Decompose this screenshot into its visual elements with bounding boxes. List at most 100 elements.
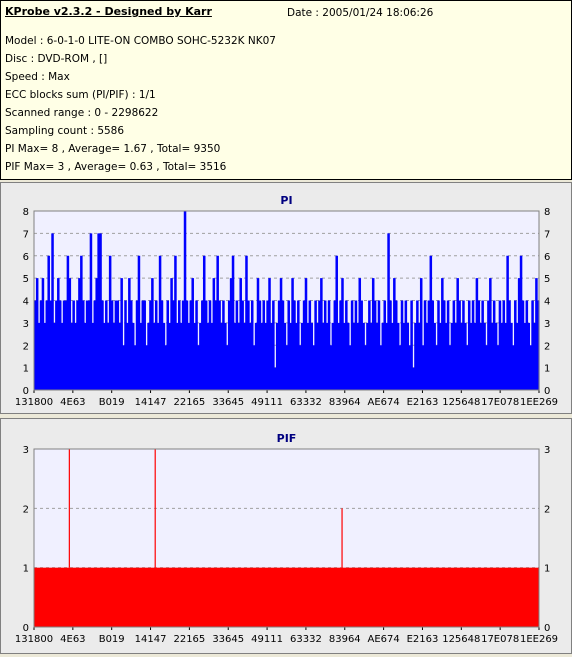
- pi-y-tick-left: 2: [23, 341, 29, 352]
- info-ecc: ECC blocks sum (PI/PIF) : 1/1: [5, 89, 156, 101]
- pif-x-tick-label: 4E63: [60, 634, 85, 645]
- pi-bar: [114, 300, 118, 390]
- pi-bar: [216, 255, 219, 390]
- pi-bar: [373, 300, 377, 390]
- pif-x-tick-label: AE674: [367, 634, 399, 645]
- pi-y-tick-left: 8: [23, 207, 29, 218]
- pi-bar: [199, 322, 202, 390]
- pi-bar: [210, 322, 214, 390]
- pi-x-tick-label: 83964: [329, 397, 361, 408]
- pi-bar: [249, 322, 252, 390]
- pi-bar: [41, 278, 45, 390]
- pi-title: PI: [280, 194, 292, 207]
- pi-bar: [89, 233, 93, 390]
- pi-bar: [327, 300, 331, 390]
- pi-y-tick-right: 0: [544, 386, 550, 397]
- pi-bar: [135, 300, 139, 390]
- pi-bar: [274, 367, 277, 390]
- info-sampling: Sampling count : 5586: [5, 125, 125, 137]
- pi-bar: [156, 322, 160, 390]
- pi-bar: [105, 300, 108, 390]
- pi-y-tick-right: 2: [544, 341, 550, 352]
- pi-bar: [60, 322, 64, 390]
- pi-bar: [45, 300, 49, 390]
- pi-bar: [320, 278, 323, 390]
- pi-bar: [479, 322, 482, 390]
- pi-bar: [398, 345, 402, 390]
- pi-bar: [126, 322, 129, 390]
- pi-bar: [264, 322, 267, 390]
- pi-bar: [464, 322, 467, 390]
- pi-bar: [485, 345, 488, 390]
- pi-bar: [262, 300, 266, 390]
- pif-x-tick-label: 1EE269: [520, 634, 558, 645]
- pi-bar: [314, 300, 317, 390]
- pif-y-tick-left: 3: [23, 445, 29, 456]
- pi-chart-panel: PI 0 0 1 1 2 2 3 3 4 4 5 5 6 6 7 7 8 8 131800 4E63 B019 14147 2…: [0, 182, 572, 414]
- pi-bar: [47, 255, 50, 390]
- pi-bar: [400, 300, 404, 390]
- pi-bar: [341, 278, 344, 390]
- pi-bar: [377, 300, 381, 390]
- pi-bar: [120, 278, 123, 390]
- pi-bar: [385, 322, 388, 390]
- pi-bar: [218, 300, 221, 390]
- pi-x-tick-label: AE674: [367, 397, 399, 408]
- pif-y-tick-left: 1: [23, 564, 29, 575]
- pi-bar: [354, 300, 358, 390]
- pi-y-tick-right: 6: [544, 252, 550, 263]
- pi-bar: [233, 322, 237, 390]
- pi-bar: [452, 300, 456, 390]
- pi-bar: [454, 322, 458, 390]
- pi-bar: [383, 300, 386, 390]
- pi-y-tick-right: 5: [544, 274, 550, 285]
- pif-y-tick-left: 2: [23, 504, 29, 515]
- pi-bar: [375, 322, 379, 390]
- pi-bar: [160, 300, 164, 390]
- pi-bar: [103, 322, 106, 390]
- pi-bar: [356, 322, 360, 390]
- pi-bar: [442, 300, 446, 390]
- pi-bar: [82, 300, 85, 390]
- pi-bar: [139, 322, 143, 390]
- pi-bar: [416, 300, 419, 390]
- pi-bar: [456, 278, 459, 390]
- pi-bar: [521, 300, 525, 390]
- pi-bar: [189, 300, 193, 390]
- pi-bar: [467, 300, 471, 390]
- pi-x-tick-label: E2163: [407, 397, 439, 408]
- pif-x-tick-label: 83964: [329, 634, 361, 645]
- pi-bar: [514, 300, 517, 390]
- pi-bar: [387, 233, 390, 390]
- pi-bar: [437, 300, 440, 390]
- pi-bar: [130, 300, 133, 390]
- pi-bar: [93, 300, 97, 390]
- pi-bar: [154, 300, 158, 390]
- info-model: Model : 6-0-1-0 LITE-ON COMBO SOHC-5232K…: [5, 35, 276, 47]
- pi-bar: [185, 300, 189, 390]
- pi-y-tick-right: 7: [544, 229, 550, 240]
- pi-bar: [529, 345, 532, 390]
- pi-bar: [34, 300, 37, 390]
- pi-bar: [181, 300, 185, 390]
- pi-bar: [323, 300, 327, 390]
- pi-bar: [435, 345, 438, 390]
- pi-bar: [345, 300, 348, 390]
- pi-bar: [329, 345, 333, 390]
- pi-bar: [510, 322, 513, 390]
- pi-bar: [220, 322, 223, 390]
- pif-x-tick-label: B019: [99, 634, 125, 645]
- pi-bar: [201, 300, 204, 390]
- pif-x-tick-label: E2163: [407, 634, 439, 645]
- pi-bar: [535, 278, 538, 390]
- pi-bar: [402, 322, 406, 390]
- pi-plot-border: [33, 210, 540, 391]
- pi-bar: [523, 322, 527, 390]
- pi-bar: [439, 322, 442, 390]
- pi-bar: [37, 322, 41, 390]
- pi-bar: [128, 278, 131, 390]
- pi-bar: [118, 322, 122, 390]
- pi-y-tick-left: 0: [23, 386, 29, 397]
- pi-bar: [360, 300, 363, 390]
- pi-y-tick-left: 3: [23, 319, 29, 330]
